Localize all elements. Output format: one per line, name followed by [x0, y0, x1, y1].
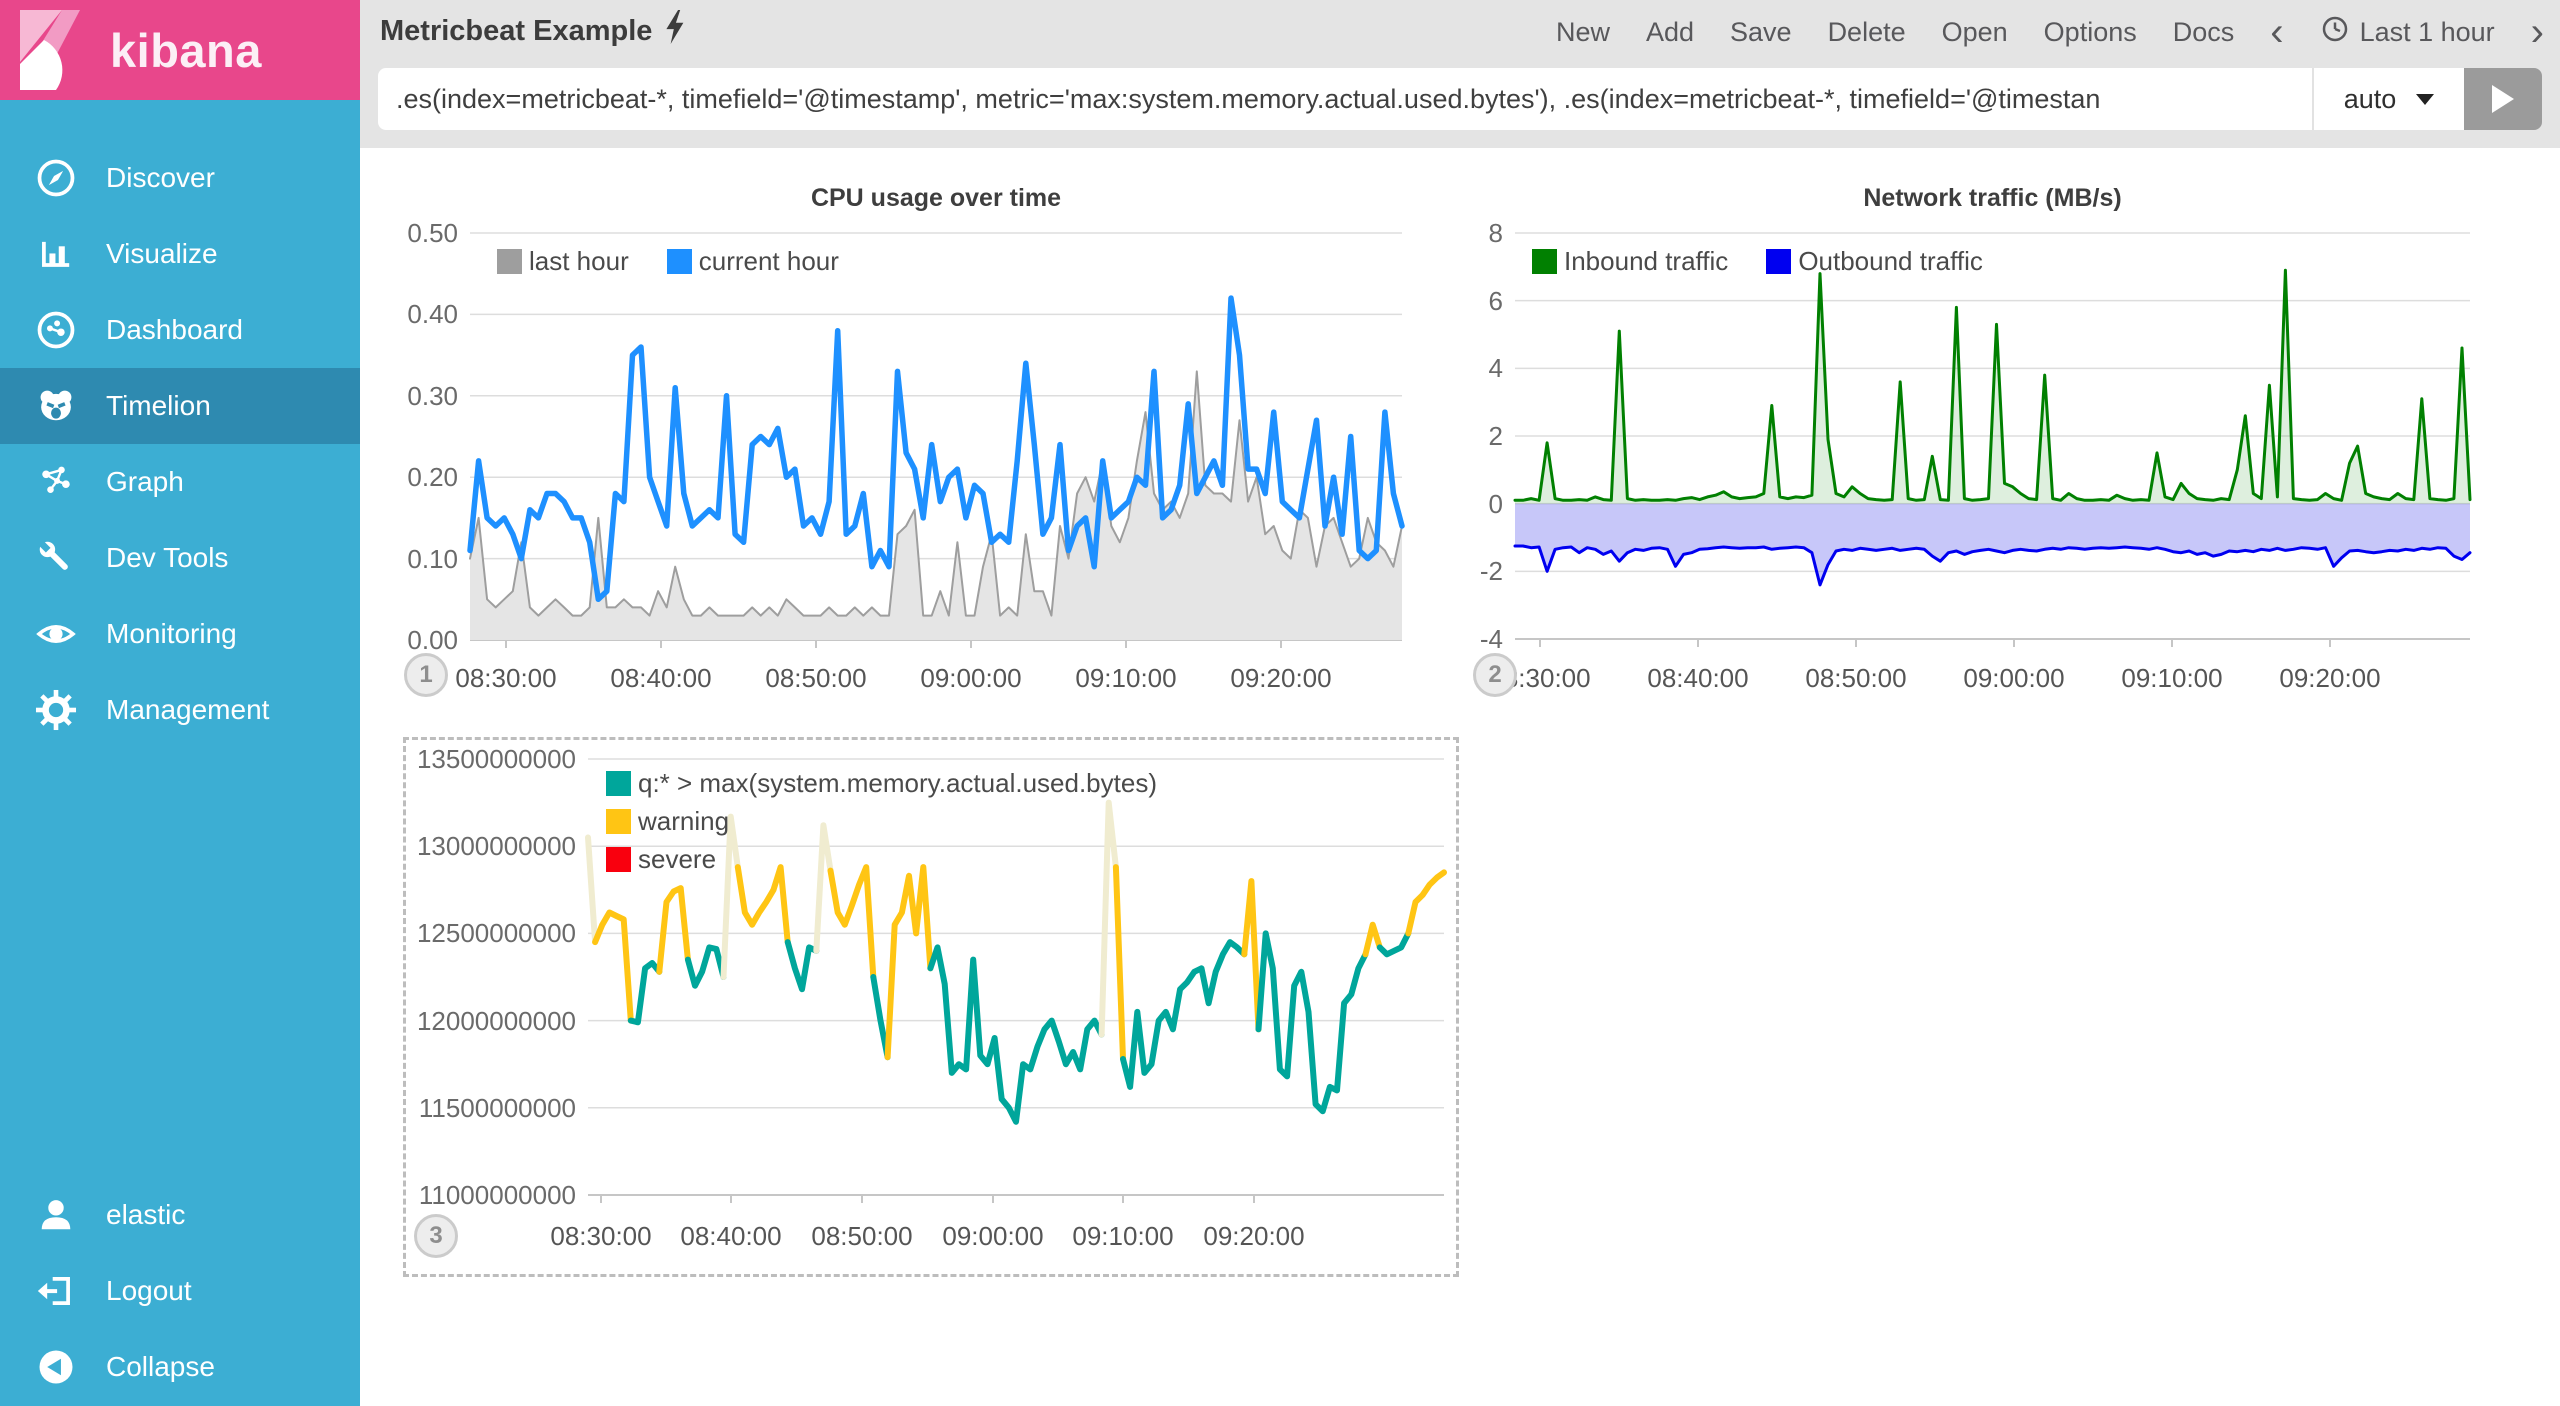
axis-label: 0: [1243, 488, 1503, 520]
legend-label: severe: [638, 844, 716, 875]
sidebar-item-label: Management: [106, 694, 269, 726]
run-query-button[interactable]: [2464, 68, 2542, 130]
inbound-swatch: [1532, 249, 1557, 274]
axis-label: 0.30: [198, 380, 458, 412]
sidebar-footer: elastic Logout Collapse: [0, 1177, 360, 1405]
chart1-title: CPU usage over time: [470, 184, 1402, 213]
chart2-legend: Inbound traffic Outbound traffic: [1532, 246, 1983, 277]
chart2-title: Network traffic (MB/s): [1515, 184, 2470, 213]
new-button[interactable]: New: [1556, 17, 1610, 48]
kibana-logo-icon: [0, 0, 100, 100]
axis-label: 09:20:00: [1181, 662, 1381, 694]
play-icon: [2492, 85, 2514, 113]
current-hour-swatch: [667, 249, 692, 274]
sidebar-item-logout[interactable]: Logout: [0, 1253, 360, 1329]
interval-label: auto: [2344, 84, 2397, 115]
bar-chart-icon: [34, 232, 78, 276]
sidebar: kibana Discover Visualize Dashboard: [0, 0, 360, 1406]
eye-icon: [34, 612, 78, 656]
collapse-icon: [34, 1345, 78, 1389]
axis-label: 0.00: [198, 624, 458, 656]
chart1-legend: last hour current hour: [497, 246, 839, 277]
axis-label: 6: [1243, 285, 1503, 317]
logout-icon: [34, 1269, 78, 1313]
time-forward-button[interactable]: ›: [2531, 12, 2544, 52]
chart1-badge[interactable]: 1: [404, 653, 448, 697]
add-button[interactable]: Add: [1646, 17, 1694, 48]
sidebar-item-collapse[interactable]: Collapse: [0, 1329, 360, 1405]
kibana-brand[interactable]: kibana: [0, 0, 360, 100]
kibana-timelion-app: kibana Discover Visualize Dashboard: [0, 0, 2560, 1406]
sidebar-item-label: Collapse: [106, 1351, 215, 1383]
axis-label: 0.40: [198, 298, 458, 330]
timelion-bear-icon: [34, 384, 78, 428]
chart3-badge[interactable]: 3: [414, 1214, 458, 1258]
open-button[interactable]: Open: [1942, 17, 2008, 48]
delete-button[interactable]: Delete: [1828, 17, 1906, 48]
toolbar-menu: New Add Save Delete Open Options Docs ‹ …: [1556, 10, 2544, 54]
brand-name: kibana: [110, 23, 262, 78]
sidebar-item-label: elastic: [106, 1199, 185, 1231]
wrench-icon: [34, 536, 78, 580]
clock-icon: [2320, 14, 2350, 51]
legend-label: last hour: [529, 246, 629, 277]
warning-swatch: [606, 809, 631, 834]
user-icon: [34, 1193, 78, 1237]
legend-label: Outbound traffic: [1798, 246, 1983, 277]
sidebar-item-label: Graph: [106, 466, 184, 498]
options-button[interactable]: Options: [2044, 17, 2137, 48]
chart2-badge[interactable]: 2: [1473, 653, 1517, 697]
legend-label: Inbound traffic: [1564, 246, 1728, 277]
sidebar-item-label: Logout: [106, 1275, 192, 1307]
severe-swatch: [606, 847, 631, 872]
time-picker-label: Last 1 hour: [2360, 17, 2495, 48]
sidebar-item-label: Timelion: [106, 390, 211, 422]
sidebar-item-user-elastic[interactable]: elastic: [0, 1177, 360, 1253]
sidebar-item-management[interactable]: Management: [0, 672, 360, 748]
axis-label: 0.50: [198, 217, 458, 249]
time-picker[interactable]: Last 1 hour: [2320, 14, 2495, 51]
save-button[interactable]: Save: [1730, 17, 1792, 48]
outbound-swatch: [1766, 249, 1791, 274]
axis-label: 0.10: [198, 543, 458, 575]
dashboard-icon: [34, 308, 78, 352]
axis-label: 8: [1243, 217, 1503, 249]
bolt-icon: [666, 10, 688, 52]
gear-icon: [34, 688, 78, 732]
timelion-query-input[interactable]: [378, 68, 2312, 130]
graph-network-icon: [34, 460, 78, 504]
sidebar-item-discover[interactable]: Discover: [0, 140, 360, 216]
chevron-down-icon: [2416, 94, 2434, 105]
axis-label: 4: [1243, 352, 1503, 384]
legend-label: q:* > max(system.memory.actual.used.byte…: [638, 768, 1157, 799]
last-hour-swatch: [497, 249, 522, 274]
chart3-legend: q:* > max(system.memory.actual.used.byte…: [606, 768, 1157, 875]
time-back-button[interactable]: ‹: [2270, 12, 2283, 52]
axis-label: 2: [1243, 420, 1503, 452]
interval-select[interactable]: auto: [2312, 68, 2464, 130]
docs-button[interactable]: Docs: [2173, 17, 2235, 48]
top-bar: Metricbeat Example New Add Save Delete O…: [360, 0, 2560, 148]
sheet-title: Metricbeat Example: [380, 8, 688, 54]
axis-label: 09:20:00: [2230, 662, 2430, 694]
axis-label: -4: [1243, 623, 1503, 655]
query-bar: auto: [378, 68, 2542, 130]
legend-label: warning: [638, 806, 729, 837]
axis-label: 0.20: [198, 461, 458, 493]
sheet-title-text: Metricbeat Example: [380, 15, 652, 48]
compass-icon: [34, 156, 78, 200]
memory-series-swatch: [606, 771, 631, 796]
sidebar-item-label: Discover: [106, 162, 215, 194]
axis-label: -2: [1243, 555, 1503, 587]
legend-label: current hour: [699, 246, 839, 277]
